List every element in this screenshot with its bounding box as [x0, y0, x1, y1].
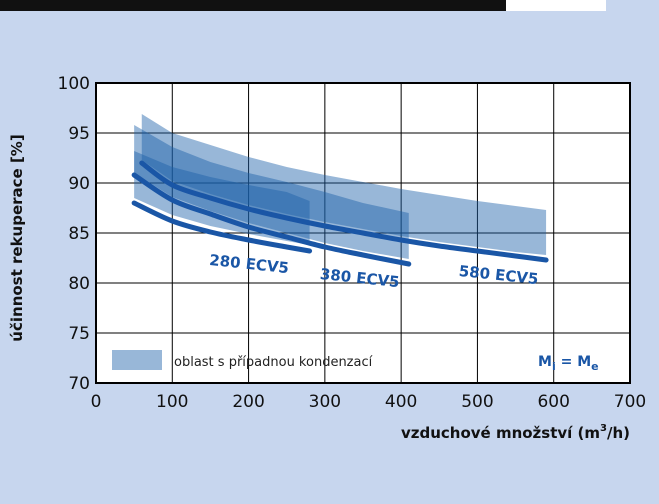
x-tick-label-0: 0: [91, 392, 102, 412]
legend: oblast s případnou kondenzací Mi = Me: [112, 350, 599, 373]
x-axis-title-sup: 3: [600, 423, 607, 434]
tick-labels: 70 75 80 85 90 95 100 0 100 200 300 400 500 600 700: [58, 74, 647, 412]
x-tick-label-7: 700: [614, 392, 646, 412]
eq-sub-i: i: [552, 360, 556, 373]
y-tick-label-5: 95: [68, 124, 90, 144]
top-header-bar: [0, 0, 506, 11]
series-line-3: [139, 160, 549, 263]
legend-equation: Mi = Me: [538, 354, 599, 373]
condensation-band-2: [134, 125, 409, 259]
eq-equals: =: [556, 354, 577, 370]
x-tick-label-1: 100: [156, 392, 188, 412]
x-tick-label-4: 400: [385, 392, 417, 412]
eq-m2: M: [577, 354, 591, 370]
y-axis-title: účinnost rekuperace [%]: [8, 134, 26, 341]
condensation-bands: [134, 114, 547, 259]
plot-frame: [95, 82, 631, 384]
y-tick-label-4: 90: [68, 174, 90, 194]
eq-m1: M: [538, 354, 552, 370]
y-tick-label-0: 70: [68, 374, 90, 394]
x-axis-title-main: vzduchové množství (m: [401, 424, 600, 442]
series-lines: [131, 160, 549, 267]
grid-lines: [96, 83, 630, 383]
legend-swatch: [112, 350, 162, 370]
series-line-2: [131, 172, 412, 267]
series-line-1: [131, 200, 313, 254]
y-tick-label-6: 100: [58, 74, 90, 94]
condensation-band-3: [141, 114, 547, 255]
y-tick-label-2: 80: [68, 274, 90, 294]
y-tick-label-3: 85: [68, 224, 90, 244]
condensation-band-1: [134, 151, 310, 245]
top-header-box: [506, 0, 606, 11]
x-tick-label-6: 600: [537, 392, 569, 412]
x-tick-label-5: 500: [461, 392, 493, 412]
legend-text: oblast s případnou kondenzací: [174, 355, 373, 370]
x-axis-title-tail: /h): [607, 424, 630, 442]
x-tick-label-3: 300: [309, 392, 341, 412]
x-tick-label-2: 200: [232, 392, 264, 412]
eq-sub-e: e: [591, 360, 598, 373]
y-tick-label-1: 75: [68, 324, 90, 344]
x-axis-title: vzduchové množství (m3/h): [401, 423, 630, 442]
